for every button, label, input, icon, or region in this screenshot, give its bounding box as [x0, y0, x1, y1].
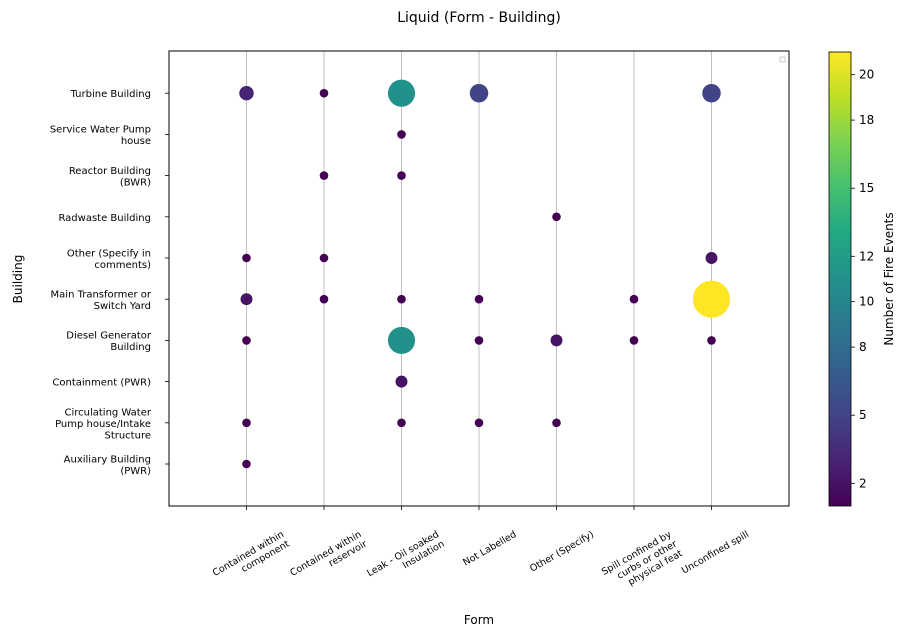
y-tick-label: Service Water Pump house [50, 125, 151, 148]
data-point [240, 293, 253, 306]
colorbar-label: Number of Fire Events [882, 212, 896, 345]
colorbar-tick-label: 18 [859, 113, 874, 127]
data-point [552, 418, 561, 428]
data-point [552, 212, 561, 222]
data-point [319, 88, 329, 98]
data-point [692, 280, 731, 318]
x-tick-label: Unconfined spill [680, 529, 751, 576]
data-point [550, 334, 563, 347]
y-tick-label: Auxiliary Building (PWR) [64, 454, 151, 477]
chart-title: Liquid (Form - Building) [397, 10, 561, 26]
data-point [474, 336, 484, 345]
data-point [397, 171, 406, 180]
data-point [242, 418, 251, 428]
data-point [387, 79, 416, 107]
colorbar-tick-label: 5 [859, 408, 867, 422]
x-tick-label: Contained withincomponent [211, 529, 292, 588]
data-point [242, 253, 251, 263]
data-point [242, 459, 251, 469]
y-axis-label: Building [11, 255, 25, 304]
y-tick-label: Other (Specify in comments) [67, 248, 151, 271]
data-points [239, 79, 731, 469]
y-tick-label: Turbine Building [70, 89, 151, 100]
data-point [239, 85, 254, 101]
y-tick-label: Diesel Generator Building [66, 331, 152, 354]
data-point [397, 130, 406, 139]
data-point [629, 336, 639, 345]
x-tick-label: Leak - Oil soakedInsulation [365, 529, 446, 589]
data-point [242, 336, 251, 345]
data-point [469, 83, 489, 103]
y-axis-ticks: Auxiliary Building (PWR) Circulating Water… [50, 89, 169, 477]
y-tick-label: Circulating Water Pump house/Intake Struct… [55, 407, 152, 441]
colorbar [828, 51, 852, 507]
x-tick-label: Contained withinreservoir [288, 529, 369, 588]
data-point [629, 294, 639, 304]
data-point [319, 294, 329, 304]
data-point [319, 171, 329, 180]
x-axis-label: Form [464, 613, 494, 627]
data-point [397, 418, 406, 428]
colorbar-tick-label: 12 [859, 249, 874, 263]
data-point [395, 375, 408, 388]
y-tick-label: Main Transformer or Switch Yard [51, 289, 152, 312]
colorbar-tick-label: 20 [859, 68, 874, 82]
x-tick-label: Other (Specify) [528, 529, 596, 575]
y-tick-label: Radwaste Building [58, 213, 151, 224]
colorbar-tick-label: 10 [859, 295, 874, 309]
data-point [387, 326, 416, 354]
data-point [474, 294, 484, 304]
colorbar-tick-label: 2 [859, 476, 867, 490]
data-point [474, 418, 484, 428]
y-tick-label: Containment (PWR) [52, 378, 151, 389]
colorbar-tick-label: 8 [859, 340, 867, 354]
x-tick-label: Spill confined bycurbs or otherphysical … [600, 529, 685, 597]
data-point [702, 83, 721, 103]
data-point [705, 252, 718, 264]
data-point [707, 336, 716, 345]
grid-lines [246, 51, 712, 506]
y-tick-label: Reactor Building (BWR) [69, 166, 151, 189]
colorbar-tick-label: 15 [859, 181, 874, 195]
legend-box [779, 56, 786, 63]
data-point [319, 253, 329, 263]
colorbar-ticks: 2 5 8 10 12 15 18 20 [851, 68, 874, 490]
x-tick-label: Not Labelled [461, 529, 518, 568]
data-point [397, 294, 406, 304]
